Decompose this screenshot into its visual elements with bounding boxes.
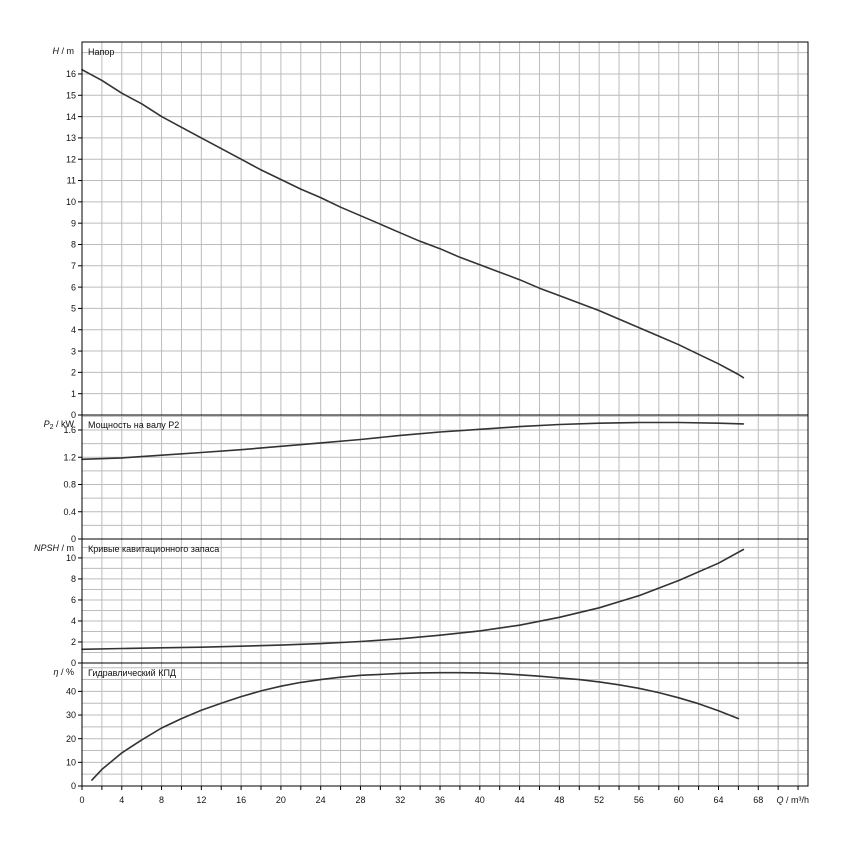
y-tick-label: 40 — [66, 687, 76, 697]
y-tick-label: 20 — [66, 734, 76, 744]
y-axis-label: NPSH / m — [34, 543, 74, 553]
x-tick-label: 32 — [395, 795, 405, 805]
x-tick-label: 4 — [119, 795, 124, 805]
y-tick-label: 0.8 — [63, 480, 76, 490]
y-tick-label: 10 — [66, 553, 76, 563]
panel-frames — [78, 41, 809, 790]
y-tick-label: 6 — [71, 595, 76, 605]
y-tick-label: 10 — [66, 758, 76, 768]
panel-title: Гидравлический КПД — [88, 668, 176, 678]
curves — [81, 68, 745, 781]
y-tick-label: 1.2 — [63, 452, 76, 462]
y-tick-label: 2 — [71, 368, 76, 378]
x-tick-label: 44 — [515, 795, 525, 805]
x-tick-label: 28 — [355, 795, 365, 805]
y-tick-label: 5 — [71, 304, 76, 314]
y-tick-label: 12 — [66, 154, 76, 164]
y-tick-label: 13 — [66, 133, 76, 143]
x-tick-label: 64 — [713, 795, 723, 805]
y-tick-label: 7 — [71, 261, 76, 271]
y-tick-label: 10 — [66, 197, 76, 207]
curve-line — [91, 671, 740, 781]
y-tick-label: 9 — [71, 218, 76, 228]
y-tick-label: 11 — [67, 176, 76, 186]
y-tick-label: 15 — [66, 90, 76, 100]
y-axis-label: P2 / kW — [44, 419, 75, 431]
grid-lines — [81, 42, 808, 787]
x-tick-label: 68 — [753, 795, 763, 805]
x-tick-label: 36 — [435, 795, 445, 805]
y-tick-label: 0 — [71, 658, 76, 668]
y-tick-label: 1.6 — [63, 425, 76, 435]
y-tick-label: 0 — [71, 534, 76, 544]
curve-line — [81, 68, 745, 379]
x-tick-label: 56 — [634, 795, 644, 805]
panel-title: Напор — [88, 47, 114, 57]
y-tick-label: 8 — [71, 574, 76, 584]
x-tick-label: 8 — [159, 795, 164, 805]
y-tick-label: 2 — [71, 637, 76, 647]
y-tick-label: 1 — [71, 389, 76, 399]
x-tick-label: 60 — [674, 795, 684, 805]
y-tick-label: 3 — [71, 346, 76, 356]
x-tick-label: 0 — [79, 795, 84, 805]
curve-line — [81, 548, 745, 651]
x-tick-label: 20 — [276, 795, 286, 805]
y-axis-label: η / % — [53, 667, 74, 677]
y-tick-label: 14 — [66, 112, 76, 122]
y-tick-label: 0 — [71, 410, 76, 420]
panel-frame — [81, 662, 809, 787]
y-tick-label: 16 — [66, 69, 76, 79]
x-tick-label: 48 — [554, 795, 564, 805]
x-tick-label: 24 — [316, 795, 326, 805]
x-tick-label: 40 — [475, 795, 485, 805]
y-tick-label: 8 — [71, 240, 76, 250]
x-tick-label: 52 — [594, 795, 604, 805]
x-tick-label: 12 — [196, 795, 206, 805]
panel-title: Кривые кавитационного запаса — [88, 544, 219, 554]
y-tick-label: 0 — [71, 781, 76, 791]
panel-title: Мощность на валу P2 — [88, 420, 179, 430]
y-axis-label: H / m — [53, 46, 75, 56]
y-tick-label: 0.4 — [63, 507, 76, 517]
y-tick-label: 4 — [71, 616, 76, 626]
curve-line — [81, 421, 745, 461]
y-tick-label: 30 — [66, 710, 76, 720]
y-tick-label: 4 — [71, 325, 76, 335]
x-axis-label: Q / m³/h — [776, 795, 809, 805]
y-tick-label: 6 — [71, 282, 76, 292]
x-tick-label: 16 — [236, 795, 246, 805]
